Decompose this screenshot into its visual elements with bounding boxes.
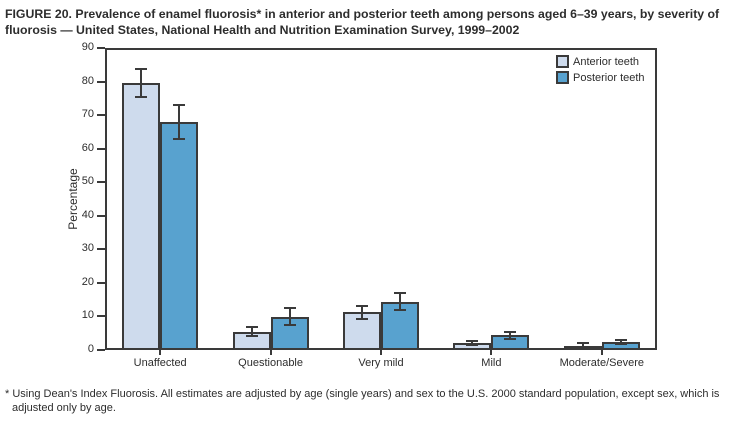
error-bar-cap <box>504 337 517 340</box>
x-axis-category-label: Moderate/Severe <box>559 357 644 369</box>
x-axis-category-label: Mild <box>481 357 502 369</box>
x-axis-tick <box>380 350 382 355</box>
y-axis-tick-label: 70 <box>81 108 94 121</box>
legend-swatch-icon <box>556 55 569 68</box>
error-bar-cap <box>245 325 258 328</box>
error-bar-posterior-teeth-mild <box>509 331 512 339</box>
chart-legend: Anterior teeth Posterior teeth <box>556 55 645 87</box>
x-axis-tick <box>600 350 603 355</box>
error-bar-anterior-teeth-unaffected <box>140 69 143 97</box>
bar-posterior-teeth-questionable <box>270 316 309 350</box>
legend-label: Anterior teeth <box>573 55 640 68</box>
error-bar-cap <box>173 137 186 140</box>
error-bar-anterior-teeth-moderate-severe <box>581 343 584 349</box>
bar-posterior-teeth-unaffected <box>160 121 199 350</box>
y-axis-tick <box>97 181 105 184</box>
error-bar-cap <box>576 342 589 345</box>
x-axis-line <box>105 348 657 350</box>
bar-anterior-teeth-very-mild <box>343 312 381 350</box>
y-axis-tick <box>97 349 105 351</box>
error-bar-cap <box>394 309 406 312</box>
error-bar-cap <box>356 318 368 321</box>
error-bar-cap <box>245 334 258 337</box>
y-axis-tick-label: 10 <box>81 309 94 322</box>
y-axis-tick <box>97 147 105 150</box>
y-axis-tick <box>97 80 105 83</box>
legend-item-posterior-teeth: Posterior teeth <box>556 71 645 84</box>
figure-title: FIGURE 20. Prevalence of enamel fluorosi… <box>5 7 720 38</box>
y-axis-tick <box>97 114 105 117</box>
x-axis-tick <box>490 350 493 355</box>
y-axis-tick-label: 60 <box>81 141 94 154</box>
legend-label: Posterior teeth <box>573 71 645 84</box>
y-axis-tick <box>97 214 105 217</box>
error-bar-cap <box>135 68 148 71</box>
y-axis-tick-label: 50 <box>81 175 94 188</box>
error-bar-posterior-teeth-moderate-severe <box>619 339 622 345</box>
x-axis-category-label: Very mild <box>358 357 404 369</box>
y-axis-tick-label: 30 <box>81 242 94 255</box>
error-bar-cap <box>283 324 296 327</box>
y-axis-tick <box>97 281 105 284</box>
y-axis-tick-label: 90 <box>81 41 94 53</box>
error-bar-cap <box>466 343 479 346</box>
error-bar-posterior-teeth-questionable <box>288 308 291 326</box>
error-bar-posterior-teeth-unaffected <box>178 105 181 139</box>
legend-swatch-icon <box>556 71 569 84</box>
error-bar-cap <box>173 104 186 107</box>
error-bar-cap <box>135 95 148 98</box>
bar-anterior-teeth-unaffected <box>122 82 161 350</box>
y-axis-tick <box>97 315 105 318</box>
error-bar-cap <box>614 343 627 346</box>
x-axis-category-label: Unaffected <box>133 357 187 369</box>
figure-footnote: * Using Dean's Index Fluorosis. All esti… <box>5 388 720 415</box>
error-bar-cap <box>283 307 296 310</box>
x-axis-tick <box>269 350 272 355</box>
error-bar-anterior-teeth-very-mild <box>361 305 363 320</box>
y-axis-tick-label: 40 <box>81 208 94 221</box>
error-bar-cap <box>466 339 479 342</box>
error-bar-posterior-teeth-very-mild <box>399 292 401 311</box>
y-axis-tick-label: 0 <box>87 343 94 355</box>
legend-item-anterior-teeth: Anterior teeth <box>556 55 645 68</box>
x-axis-tick <box>159 350 162 355</box>
error-bar-cap <box>614 338 627 341</box>
y-axis-tick-label: 20 <box>81 275 94 288</box>
y-axis-tick-label: 80 <box>81 74 94 87</box>
error-bar-cap <box>504 330 517 333</box>
error-bar-anterior-teeth-questionable <box>250 326 253 336</box>
error-bar-anterior-teeth-mild <box>471 340 474 345</box>
y-axis-tick <box>97 248 105 251</box>
x-axis-category-label: Questionable <box>238 357 303 369</box>
error-bar-cap <box>394 291 406 294</box>
y-axis-tick <box>97 47 105 49</box>
error-bar-cap <box>356 304 368 307</box>
